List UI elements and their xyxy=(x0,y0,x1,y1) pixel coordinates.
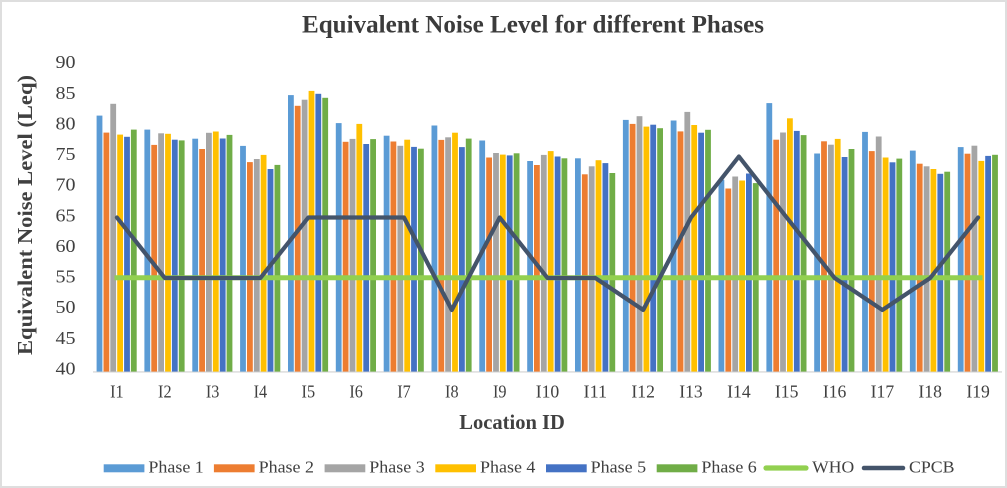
svg-text:I16: I16 xyxy=(823,382,847,402)
svg-text:I5: I5 xyxy=(302,382,316,402)
svg-text:45: 45 xyxy=(56,328,76,348)
svg-text:I15: I15 xyxy=(775,382,799,402)
svg-text:75: 75 xyxy=(56,144,76,164)
svg-text:I10: I10 xyxy=(536,382,560,402)
svg-text:I2: I2 xyxy=(158,382,172,402)
svg-text:WHO: WHO xyxy=(812,458,854,477)
svg-text:85: 85 xyxy=(56,83,76,103)
svg-text:Phase 1: Phase 1 xyxy=(148,458,203,477)
svg-text:60: 60 xyxy=(56,236,76,256)
svg-text:I14: I14 xyxy=(727,382,751,402)
svg-text:I3: I3 xyxy=(206,382,220,402)
svg-text:CPCB: CPCB xyxy=(909,458,955,477)
svg-text:I9: I9 xyxy=(493,382,507,402)
svg-text:I11: I11 xyxy=(584,382,608,402)
svg-text:70: 70 xyxy=(56,175,76,195)
svg-text:I8: I8 xyxy=(445,382,459,402)
svg-text:I12: I12 xyxy=(631,382,655,402)
svg-text:Phase 6: Phase 6 xyxy=(701,458,756,477)
svg-text:55: 55 xyxy=(56,267,76,287)
svg-text:80: 80 xyxy=(56,114,76,134)
svg-text:Equivalent Noise Level (Leq): Equivalent Noise Level (Leq) xyxy=(13,75,37,355)
svg-text:I19: I19 xyxy=(966,382,990,402)
svg-text:65: 65 xyxy=(56,205,76,225)
svg-text:I1: I1 xyxy=(110,382,124,402)
svg-text:I4: I4 xyxy=(254,382,268,402)
svg-text:I13: I13 xyxy=(679,382,703,402)
svg-text:I17: I17 xyxy=(871,382,895,402)
svg-text:I7: I7 xyxy=(397,382,411,402)
svg-text:40: 40 xyxy=(56,359,76,379)
svg-text:Location ID: Location ID xyxy=(459,410,565,434)
svg-text:Equivalent Noise Level for dif: Equivalent Noise Level for different Pha… xyxy=(302,11,764,38)
svg-text:Phase 3: Phase 3 xyxy=(369,458,424,477)
svg-text:I6: I6 xyxy=(349,382,363,402)
svg-text:Phase 2: Phase 2 xyxy=(259,458,314,477)
svg-text:I18: I18 xyxy=(918,382,942,402)
svg-text:90: 90 xyxy=(56,52,76,72)
svg-text:50: 50 xyxy=(56,297,76,317)
svg-text:Phase 4: Phase 4 xyxy=(480,458,536,477)
svg-text:Phase 5: Phase 5 xyxy=(591,458,646,477)
